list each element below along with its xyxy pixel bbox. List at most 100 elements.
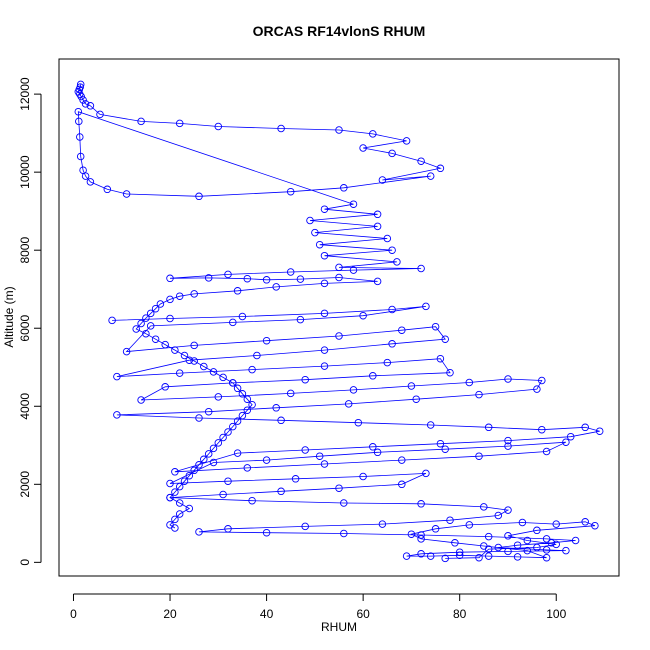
data-point bbox=[86, 102, 95, 110]
data-point bbox=[417, 500, 425, 508]
data-point bbox=[142, 329, 150, 338]
data-point bbox=[354, 418, 363, 427]
data-point bbox=[195, 192, 203, 201]
data-point bbox=[233, 384, 242, 393]
data-point bbox=[137, 117, 145, 126]
data-point bbox=[229, 422, 237, 431]
data-point bbox=[156, 300, 165, 308]
data-point bbox=[204, 407, 213, 416]
data-point bbox=[262, 276, 271, 284]
data-point bbox=[204, 450, 213, 458]
data-point bbox=[436, 164, 445, 173]
data-point bbox=[272, 283, 280, 291]
data-point bbox=[402, 552, 411, 560]
data-layer bbox=[74, 80, 604, 563]
data-point bbox=[359, 472, 367, 481]
data-point bbox=[137, 319, 145, 328]
y-tick-label: 4000 bbox=[18, 393, 32, 420]
plot-frame bbox=[58, 58, 620, 577]
data-point bbox=[171, 515, 179, 524]
data-point bbox=[538, 425, 546, 434]
data-point bbox=[383, 358, 392, 367]
data-point bbox=[185, 504, 194, 513]
data-point bbox=[320, 346, 329, 354]
data-point bbox=[190, 341, 198, 350]
data-point bbox=[151, 304, 160, 313]
data-point bbox=[340, 184, 348, 192]
data-point bbox=[76, 152, 85, 161]
data-point bbox=[566, 432, 575, 441]
data-point bbox=[233, 417, 242, 425]
data-point bbox=[465, 521, 474, 529]
data-point bbox=[214, 122, 223, 131]
data-point bbox=[335, 273, 343, 282]
data-point bbox=[417, 531, 425, 539]
data-point bbox=[238, 390, 247, 398]
data-point bbox=[195, 528, 203, 536]
data-point bbox=[103, 185, 112, 194]
data-point bbox=[277, 124, 285, 133]
data-point bbox=[335, 332, 343, 340]
data-point bbox=[335, 263, 343, 272]
data-point bbox=[96, 110, 104, 119]
data-point bbox=[571, 536, 580, 545]
data-point bbox=[484, 423, 493, 432]
data-point bbox=[340, 529, 348, 538]
data-point bbox=[219, 490, 227, 499]
data-point bbox=[320, 279, 329, 288]
y-tick-label: 6000 bbox=[18, 315, 32, 342]
data-point bbox=[417, 550, 425, 558]
data-point bbox=[398, 326, 406, 334]
data-point bbox=[233, 287, 242, 295]
data-point bbox=[552, 540, 560, 549]
chart-title: ORCAS RF14vlonS RHUM bbox=[253, 23, 426, 39]
data-point bbox=[383, 234, 392, 243]
series-line bbox=[77, 84, 442, 529]
data-point bbox=[195, 414, 203, 422]
data-point bbox=[224, 525, 232, 533]
data-point bbox=[224, 428, 232, 436]
data-point bbox=[369, 443, 377, 451]
data-point bbox=[113, 411, 121, 419]
data-point bbox=[349, 386, 358, 394]
data-point bbox=[320, 205, 329, 213]
data-point bbox=[412, 395, 420, 403]
data-point bbox=[359, 311, 367, 320]
data-point bbox=[262, 528, 271, 537]
y-axis: 0 2000 4000 6000 8000 10000 12000 bbox=[18, 77, 42, 566]
data-point bbox=[436, 439, 445, 448]
data-point bbox=[166, 314, 174, 323]
data-point bbox=[166, 295, 174, 304]
y-tick-label: 12000 bbox=[18, 77, 32, 111]
data-point bbox=[542, 447, 551, 456]
data-point bbox=[441, 554, 449, 563]
data-point bbox=[229, 318, 237, 327]
x-tick-label: 20 bbox=[163, 607, 177, 621]
data-point bbox=[431, 525, 440, 533]
data-point bbox=[166, 493, 174, 502]
data-point bbox=[504, 436, 512, 445]
data-point bbox=[441, 445, 449, 453]
data-point bbox=[166, 479, 174, 488]
data-point bbox=[171, 468, 179, 476]
data-point bbox=[373, 222, 382, 231]
data-point bbox=[480, 503, 488, 511]
data-point bbox=[200, 362, 208, 371]
data-point bbox=[446, 368, 454, 377]
data-point bbox=[373, 277, 382, 286]
data-point bbox=[166, 274, 174, 283]
data-point bbox=[538, 376, 546, 385]
data-point bbox=[402, 137, 411, 145]
y-tick-label: 8000 bbox=[18, 237, 32, 264]
data-point bbox=[185, 356, 194, 364]
data-point bbox=[494, 511, 503, 520]
data-point bbox=[180, 477, 189, 485]
data-point bbox=[417, 157, 425, 165]
data-point bbox=[378, 520, 387, 528]
data-point bbox=[151, 335, 160, 343]
data-point bbox=[446, 516, 454, 524]
y-tick-label: 10000 bbox=[18, 155, 32, 189]
data-point bbox=[209, 444, 218, 453]
data-point bbox=[398, 456, 406, 464]
